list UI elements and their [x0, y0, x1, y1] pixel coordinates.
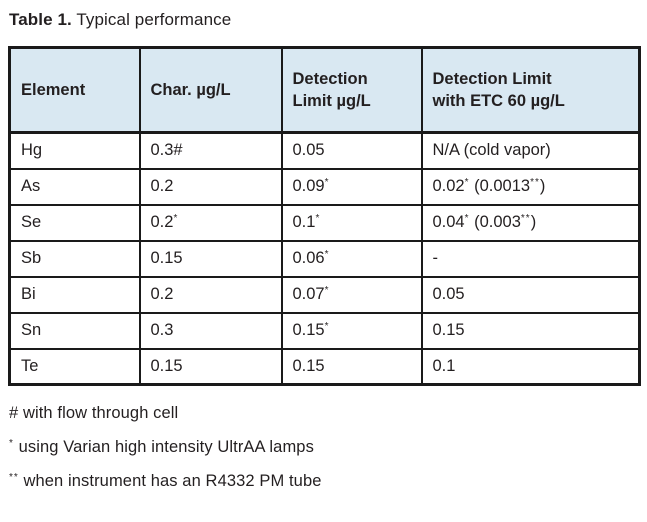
- value-cell: 0.05: [280, 131, 423, 170]
- element-cell: Te: [8, 347, 141, 386]
- element-cell: Se: [8, 203, 141, 242]
- column-header: Element: [8, 46, 141, 134]
- table-row: Sb 0.15 0.06* -: [8, 239, 641, 278]
- element-cell: Sb: [8, 239, 141, 278]
- element-cell: Sn: [8, 311, 141, 350]
- column-header: Detection Limit with ETC 60 µg/L: [420, 46, 641, 134]
- header-row: Element Char. µg/L Detection Limit µg/L Det…: [8, 46, 641, 134]
- value-cell: 0.06*: [280, 239, 423, 278]
- table-row: Te 0.15 0.15 0.1: [8, 347, 641, 386]
- element-cell: Hg: [8, 131, 141, 170]
- value-cell: 0.2: [138, 275, 283, 314]
- value-cell: 0.1: [420, 347, 641, 386]
- value-cell: 0.2: [138, 167, 283, 206]
- element-cell: As: [8, 167, 141, 206]
- footnote: * using Varian high intensity UltrAA lam…: [9, 438, 314, 456]
- value-cell: 0.15: [280, 347, 423, 386]
- column-header: Char. µg/L: [138, 46, 283, 134]
- value-cell: 0.04* (0.003**): [420, 203, 641, 242]
- value-cell: 0.09*: [280, 167, 423, 206]
- value-cell: 0.07*: [280, 275, 423, 314]
- value-cell: 0.2*: [138, 203, 283, 242]
- table-body: Hg 0.3# 0.05 N/A (cold vapor) As 0.2 0.09* 0.02…: [8, 131, 641, 386]
- table-title: Table 1. Typical performance: [9, 10, 639, 30]
- value-cell: -: [420, 239, 641, 278]
- table-row: Se 0.2* 0.1* 0.04* (0.003**): [8, 203, 641, 242]
- performance-table: Element Char. µg/L Detection Limit µg/L Det…: [8, 46, 641, 386]
- table-title-label: Table 1.: [9, 10, 72, 29]
- value-cell: 0.15: [138, 347, 283, 386]
- footnote: ** when instrument has an R4332 PM tube: [9, 472, 322, 490]
- element-cell: Bi: [8, 275, 141, 314]
- table-row: Bi 0.2 0.07* 0.05: [8, 275, 641, 314]
- table-row: Hg 0.3# 0.05 N/A (cold vapor): [8, 131, 641, 170]
- value-cell: N/A (cold vapor): [420, 131, 641, 170]
- table-row: As 0.2 0.09* 0.02* (0.0013**): [8, 167, 641, 206]
- value-cell: 0.3#: [138, 131, 283, 170]
- value-cell: 0.05: [420, 275, 641, 314]
- value-cell: 0.15: [138, 239, 283, 278]
- value-cell: 0.3: [138, 311, 283, 350]
- value-cell: 0.15*: [280, 311, 423, 350]
- value-cell: 0.02* (0.0013**): [420, 167, 641, 206]
- column-header: Detection Limit µg/L: [280, 46, 423, 134]
- value-cell: 0.15: [420, 311, 641, 350]
- footnote: # with flow through cell: [9, 404, 179, 422]
- table-row: Sn 0.3 0.15* 0.15: [8, 311, 641, 350]
- footnotes: # with flow through cell * using Varian h…: [9, 404, 639, 491]
- table-title-text: Typical performance: [71, 10, 232, 29]
- value-cell: 0.1*: [280, 203, 423, 242]
